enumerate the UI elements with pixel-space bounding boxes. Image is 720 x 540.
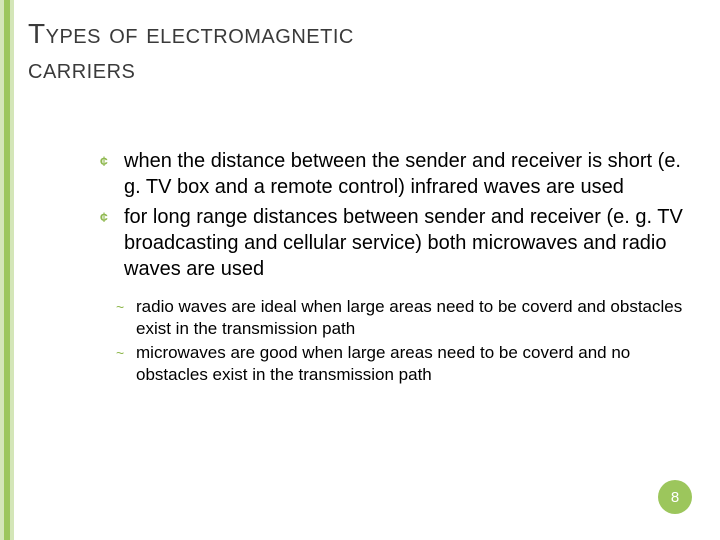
bullet-item: ¢ for long range distances between sende… — [100, 204, 690, 282]
bullet-item: ¢ when the distance between the sender a… — [100, 148, 690, 200]
bullet-marker-icon: ¢ — [100, 204, 124, 230]
sub-bullet-item: ~ microwaves are good when large areas n… — [116, 342, 690, 386]
sub-bullet-item: ~ radio waves are ideal when large areas… — [116, 296, 690, 340]
content-area: ¢ when the distance between the sender a… — [100, 148, 690, 388]
bullet-text: for long range distances between sender … — [124, 204, 690, 282]
accent-stripe-inner — [4, 0, 10, 540]
page-number-badge: 8 — [658, 480, 692, 514]
title-line2: carriers — [28, 53, 135, 84]
bullet-text: when the distance between the sender and… — [124, 148, 690, 200]
slide-title: Types of electromagnetic carriers — [28, 16, 354, 86]
sub-marker-icon: ~ — [116, 342, 136, 364]
sub-marker-icon: ~ — [116, 296, 136, 318]
title-line1: Types of electromagnetic — [28, 18, 354, 49]
page-number: 8 — [671, 489, 679, 506]
sub-bullet-list: ~ radio waves are ideal when large areas… — [116, 296, 690, 386]
sub-bullet-text: microwaves are good when large areas nee… — [136, 342, 690, 386]
sub-bullet-text: radio waves are ideal when large areas n… — [136, 296, 690, 340]
bullet-marker-icon: ¢ — [100, 148, 124, 174]
